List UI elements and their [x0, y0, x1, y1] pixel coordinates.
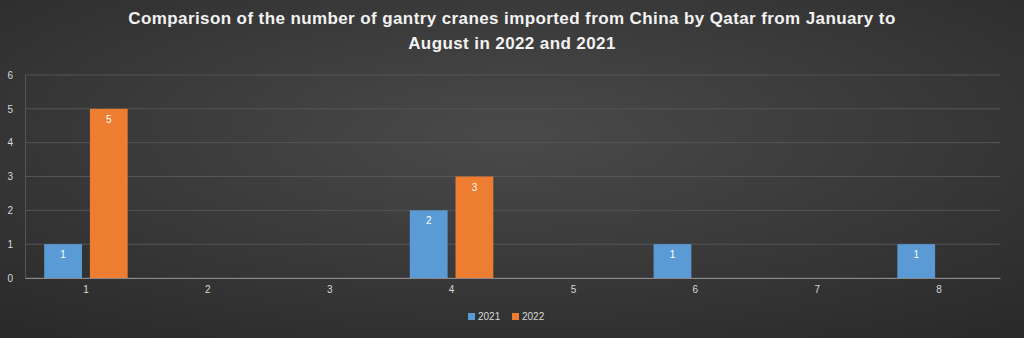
y-tick: 0 [7, 273, 25, 284]
grid-line [25, 108, 1000, 109]
x-tick: 3 [327, 278, 333, 295]
x-tick: 7 [814, 278, 820, 295]
y-tick-label: 1 [7, 239, 13, 250]
legend-label: 2022 [522, 311, 545, 322]
grid-line [25, 244, 1000, 245]
chart-root: Comparison of the number of gantry crane… [0, 0, 1024, 338]
x-tick: 8 [936, 278, 942, 295]
y-tick: 5 [7, 104, 25, 115]
data-label: 1 [60, 249, 66, 260]
data-label: 5 [106, 114, 112, 125]
legend-swatch [468, 313, 475, 320]
grid [25, 75, 1000, 278]
x-tick-label: 1 [83, 284, 89, 295]
y-tick-label: 0 [7, 273, 13, 284]
x-tick-label: 8 [936, 284, 942, 295]
data-labels: 1 2 1 1 5 3 [60, 114, 919, 260]
chart-title: Comparison of the number of gantry crane… [128, 9, 895, 53]
legend-item: 2021 [468, 311, 501, 322]
legend-item: 2022 [512, 311, 545, 322]
x-axis-line [26, 278, 1001, 279]
bar [90, 109, 128, 278]
legend-swatch [512, 313, 519, 320]
grid-line [25, 278, 1000, 279]
y-tick-label: 6 [7, 70, 13, 81]
x-tick-label: 6 [693, 284, 699, 295]
x-tick: 2 [205, 278, 211, 295]
title-line: August in 2022 and 2021 [408, 34, 616, 53]
x-tick-label: 7 [814, 284, 820, 295]
y-tick: 3 [7, 171, 25, 182]
y-tick: 6 [7, 70, 25, 81]
x-tick: 1 [83, 278, 89, 295]
bar [897, 244, 935, 278]
title-line: Comparison of the number of gantry crane… [128, 9, 895, 28]
x-tick-label: 2 [205, 284, 211, 295]
y-tick-label: 2 [7, 205, 13, 216]
x-tick-label: 4 [449, 284, 455, 295]
y-tick: 4 [7, 137, 25, 148]
data-label: 3 [472, 182, 478, 193]
legend-label: 2021 [478, 311, 501, 322]
grid-line [25, 75, 1000, 76]
x-tick: 4 [449, 278, 455, 295]
y-axis: 0 1 2 3 4 5 6 [7, 70, 25, 284]
data-label: 2 [426, 215, 432, 226]
grid-line [25, 176, 1000, 177]
data-label: 1 [913, 249, 919, 260]
bar [654, 244, 692, 278]
bar [44, 244, 82, 278]
x-axis: 1 2 3 4 5 6 7 8 [26, 278, 1001, 295]
data-label: 1 [670, 249, 676, 260]
x-tick-label: 5 [571, 284, 577, 295]
y-tick-label: 5 [7, 104, 13, 115]
y-tick-label: 4 [7, 137, 13, 148]
grid-line [25, 210, 1000, 211]
y-tick: 2 [7, 205, 25, 216]
x-tick: 6 [693, 278, 699, 295]
x-tick: 5 [571, 278, 577, 295]
background [0, 0, 1024, 338]
bars [44, 109, 935, 278]
legend: 2021 2022 [468, 311, 545, 322]
bar [410, 210, 448, 278]
y-axis-line [25, 76, 26, 279]
x-tick-label: 3 [327, 284, 333, 295]
y-tick: 1 [7, 239, 25, 250]
plot-area: 0 1 2 3 4 5 6 1 2 3 4 5 6 7 8 1 2 1 1 5 3 [7, 70, 1000, 295]
grid-line [25, 142, 1000, 143]
bar [456, 177, 494, 279]
y-tick-label: 3 [7, 171, 13, 182]
